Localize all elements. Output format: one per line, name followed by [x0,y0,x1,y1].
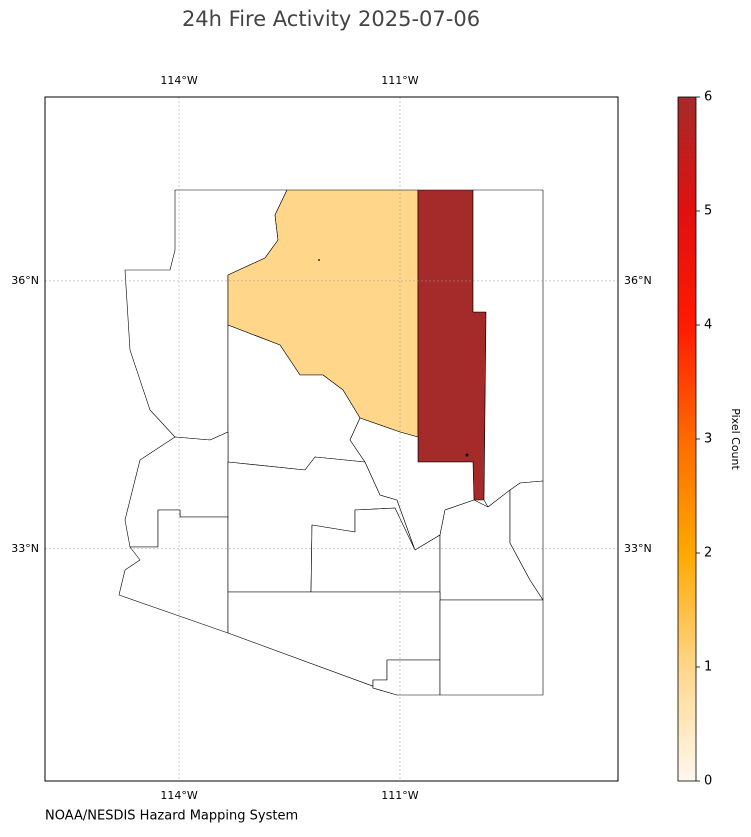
map-frame [44,96,619,782]
colorbar-tick-label: 2 [704,546,712,561]
colorbar-tick-label: 0 [704,774,712,789]
county [349,417,475,551]
title: 24h Fire Activity 2025-07-06 [182,7,480,31]
x-tick-label: 114°W [160,789,197,802]
y-tick-label: 36°N [624,274,652,287]
fire-point [465,453,469,457]
colorbar-tick-label: 1 [704,660,712,675]
colorbar-tick-label: 5 [704,204,712,219]
footer: NOAA/NESDIS Hazard Mapping System [45,809,298,824]
colorbar-label: Pixel Count [729,408,742,470]
y-tick-label: 33°N [11,542,39,555]
colorbar-tick-label: 4 [704,318,712,333]
y-tick-label: 36°N [11,274,39,287]
x-tick-label: 111°W [381,789,418,802]
fire-point [318,259,320,261]
colorbar-tick-label: 3 [704,432,712,447]
county [439,599,544,696]
y-tick-label: 33°N [624,542,652,555]
colorbar [677,96,697,782]
colorbar-tick-label: 6 [704,90,712,105]
x-tick-label: 111°W [381,74,418,87]
map [118,189,544,696]
x-tick-label: 114°W [160,74,197,87]
